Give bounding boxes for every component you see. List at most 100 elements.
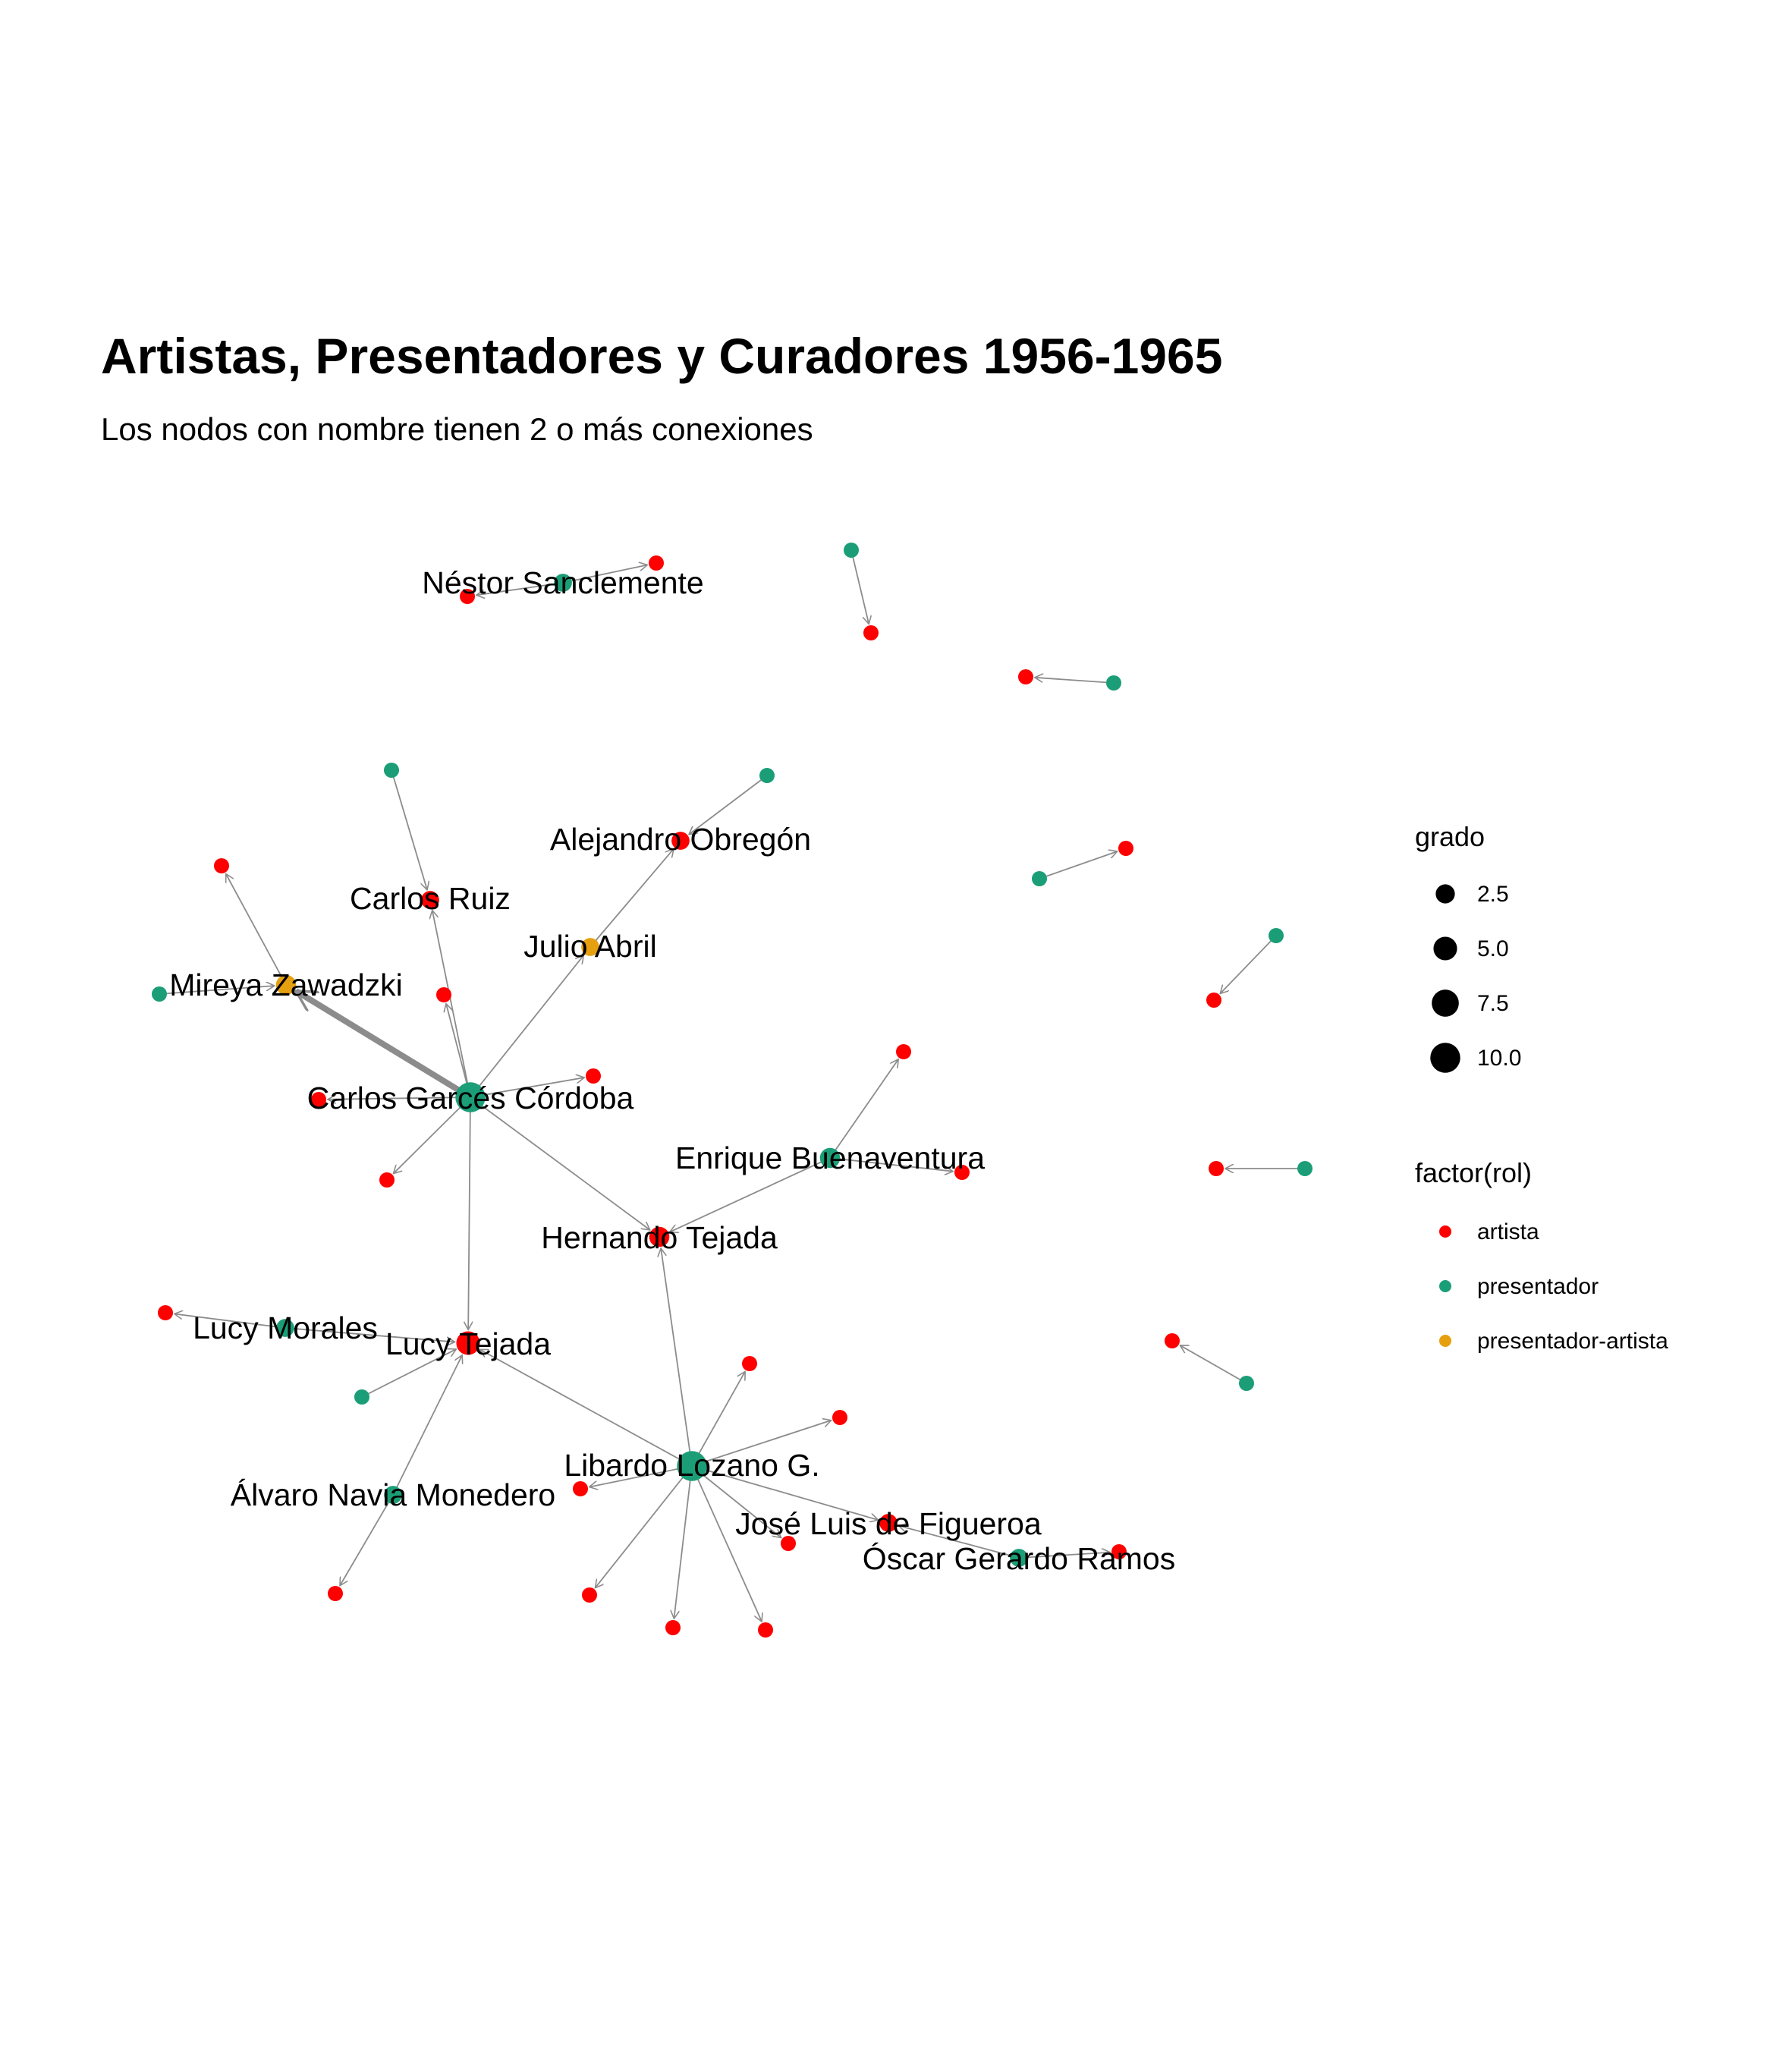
legend-color-label: presentador-artista [1477, 1329, 1668, 1354]
edge-lozano-to-lucy_t [479, 1349, 693, 1467]
edge-lozano-to-figueroa [691, 1465, 879, 1520]
node-l_a7 [758, 1622, 773, 1638]
node-a_i5 [1209, 1161, 1224, 1176]
edge-lozano-to-l_a5 [595, 1465, 693, 1588]
node-label-figueroa: José Luis de Figueroa [735, 1506, 1042, 1541]
node-label-navia: Álvaro Navia Monedero [231, 1477, 555, 1512]
node-figueroa [879, 1514, 898, 1532]
legend-size-title: grado [1415, 821, 1485, 852]
edge-m_p1-to-mireya [159, 986, 275, 995]
node-label-buenaventura: Enrique Buenaventura [675, 1140, 985, 1175]
node-p_ruiz [384, 763, 399, 778]
node-n_a1 [649, 555, 664, 571]
node-l_a5 [582, 1587, 597, 1603]
legend-color-label: presentador [1477, 1274, 1599, 1299]
node-m_p1 [152, 986, 167, 1002]
node-l_a2 [832, 1410, 847, 1425]
edge-abril-to-obregon [589, 849, 674, 948]
edge-lozano-to-l_a2 [691, 1420, 832, 1467]
edge-lucy_m-to-lucy_t [285, 1327, 454, 1342]
node-lt_p1 [354, 1389, 369, 1405]
edge-navia-to-nv_a1 [340, 1494, 394, 1586]
node-g_a2 [586, 1068, 601, 1084]
legend-color-swatch-artista [1439, 1225, 1451, 1238]
edge-p_i1-to-a_i1 [850, 549, 869, 624]
node-g_a4 [379, 1172, 395, 1188]
legend-size-label: 7.5 [1477, 991, 1509, 1016]
edge-lozano-to-l_a6 [674, 1465, 693, 1619]
legend: grado 2.5 5.0 7.5 10.0 factor(rol) artista p… [1415, 821, 1668, 1354]
node-l_a4 [781, 1536, 796, 1551]
edge-lozano-to-l_a4 [691, 1465, 781, 1537]
edge-lozano-to-l_a3 [589, 1465, 693, 1487]
node-hernando [649, 1226, 670, 1247]
node-b_a2 [954, 1165, 970, 1180]
node-label-mireya: Mireya Zawadzki [169, 967, 403, 1002]
edge-garces-to-g_a4 [394, 1096, 471, 1174]
node-l_a6 [665, 1620, 681, 1635]
node-buenaventura [819, 1147, 841, 1169]
node-a_i4 [1206, 993, 1221, 1008]
node-n_a2 [460, 589, 475, 604]
legend-color-swatch-presentador-artista [1439, 1335, 1451, 1347]
edge-garces-to-lucy_t [468, 1096, 470, 1329]
node-navia [384, 1486, 402, 1504]
node-mireya [275, 974, 297, 996]
node-m_a1 [214, 858, 229, 873]
node-p_i6 [1239, 1376, 1254, 1391]
legend-size-label: 10.0 [1477, 1046, 1521, 1071]
legend-color-swatch-presentador [1439, 1280, 1451, 1292]
node-lozano [677, 1451, 707, 1481]
edge-buenaventura-to-b_a1 [829, 1059, 898, 1159]
legend-size-label: 2.5 [1477, 882, 1509, 907]
edge-lucy_m-to-lm_a1 [174, 1314, 286, 1329]
edge-garces-to-abril [470, 955, 583, 1098]
edge-lozano-to-l_a1 [691, 1371, 745, 1467]
edges-layer [159, 549, 1305, 1622]
legend-size-swatch [1435, 884, 1455, 904]
edge-p_obregon-to-obregon [689, 775, 768, 835]
edge-garces-to-g_a1 [446, 1004, 471, 1098]
node-l_a1 [742, 1356, 757, 1371]
legend-size-swatch [1430, 1043, 1460, 1073]
node-label-nestor: Néstor Sanclemente [422, 565, 703, 600]
node-label-abril: Julio Abril [523, 929, 656, 964]
legend-size-swatch [1433, 936, 1457, 961]
edge-p_ruiz-to-ruiz [391, 769, 427, 890]
nodes-layer [152, 543, 1313, 1638]
edge-buenaventura-to-b_a2 [829, 1157, 953, 1172]
edge-garces-to-mireya [296, 988, 473, 1100]
edge-nestor-to-n_a1 [562, 565, 647, 584]
edge-mireya-to-m_a1 [226, 874, 287, 986]
node-ruiz [421, 891, 439, 909]
node-l_a3 [573, 1481, 588, 1496]
node-b_a1 [896, 1044, 911, 1059]
node-p_i5 [1297, 1161, 1313, 1176]
node-nestor [554, 574, 572, 592]
legend-color-label: artista [1477, 1219, 1539, 1244]
node-o_a1 [1111, 1544, 1127, 1559]
chart-title: Artistas, Presentadores y Curadores 1956… [101, 328, 1222, 384]
node-label-obregon: Alejandro Obregón [550, 822, 811, 857]
edge-garces-to-hernando [470, 1096, 650, 1230]
legend-size-label: 5.0 [1477, 936, 1509, 961]
node-lm_a1 [158, 1305, 173, 1320]
legend-color-items: artista presentador presentador-artista [1439, 1219, 1668, 1354]
legend-size-items: 2.5 5.0 7.5 10.0 [1430, 882, 1521, 1073]
edge-lozano-to-hernando [661, 1248, 693, 1467]
node-p_i3 [1032, 871, 1047, 886]
node-label-ruiz: Carlos Ruiz [350, 881, 511, 916]
node-p_i1 [844, 543, 859, 558]
node-label-lucy_t: Lucy Tejada [385, 1326, 551, 1361]
legend-size-swatch [1432, 989, 1459, 1017]
node-g_a1 [436, 987, 451, 1002]
node-a_i3 [1118, 841, 1133, 856]
node-label-lucy_m: Lucy Morales [193, 1310, 378, 1345]
node-label-garces: Carlos Garcés Córdoba [307, 1081, 634, 1115]
node-a_i1 [863, 625, 879, 640]
edge-oscar-to-o_a1 [1018, 1553, 1110, 1559]
node-lucy_m [276, 1319, 294, 1337]
edge-lozano-to-l_a7 [691, 1465, 762, 1622]
labels-layer: Néstor Sanclemente Carlos Ruiz Alejandro O… [169, 565, 1175, 1576]
